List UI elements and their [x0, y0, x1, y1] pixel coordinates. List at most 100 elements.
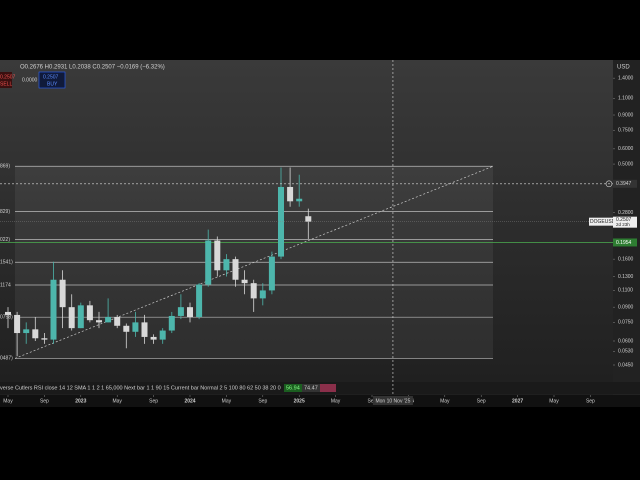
x-tick-label: 2025	[294, 398, 305, 404]
candle-body	[159, 330, 166, 340]
x-tick-label: 2023	[75, 398, 86, 404]
crosshair-add	[605, 180, 613, 188]
y-tick-label: 0.6000	[618, 146, 634, 152]
x-tick-label: 2024	[184, 398, 195, 404]
x-tick-label: Sep	[258, 398, 267, 404]
y-tick-label: 0.1100	[618, 288, 633, 294]
symbol-box	[589, 217, 613, 226]
candle-body	[96, 320, 102, 323]
ind-box-3	[320, 384, 336, 392]
y-tick-label: 1.4000	[618, 75, 634, 81]
candle-body	[187, 307, 193, 317]
y-tick-label: 0.0600	[618, 338, 634, 344]
x-tick-label: May	[549, 398, 559, 404]
last-price: 0.2507	[616, 217, 632, 223]
candle-body	[41, 338, 48, 340]
green-box	[613, 238, 637, 247]
candle-body	[77, 305, 84, 329]
candle-body	[50, 279, 57, 340]
ind-box-2	[302, 384, 320, 392]
ohlc: O0.2676 H0.2931 L0.2038 C0.2507 −0.0169 …	[20, 65, 165, 71]
candle-body	[114, 316, 121, 326]
candle-body	[232, 259, 239, 280]
ind-box-1	[284, 384, 302, 392]
candle-body	[105, 316, 112, 323]
plot: 869) 829) 022) 1541) 1174 0798) 0487) 0.1954 1.4…	[0, 60, 637, 405]
x-tick-label: Sep	[586, 398, 595, 404]
candle-body	[132, 322, 139, 332]
sell-price: 0.2507	[0, 74, 16, 80]
candle-body	[23, 329, 30, 334]
candle-body	[250, 283, 257, 299]
trend-line	[14, 165, 494, 359]
x-tick-label: Sep	[40, 398, 49, 404]
x-tick-label: Sep	[477, 398, 486, 404]
ind-v2: 74.47	[304, 385, 318, 391]
x-tick-label: May	[112, 398, 122, 404]
x-tick-label: May	[331, 398, 341, 404]
candle-body	[86, 305, 93, 321]
y-tick-label: 0.0900	[618, 304, 634, 310]
buy: BUY	[47, 81, 58, 87]
candle-body	[32, 329, 39, 339]
fib-label: 022)	[0, 237, 10, 243]
y-tick-label: 0.9000	[618, 112, 634, 118]
symbol: DOGEUSD	[590, 219, 616, 225]
candle-body	[214, 240, 221, 271]
candle-body	[268, 256, 275, 291]
x-tick-label: May	[3, 398, 13, 404]
x-tick-label: May	[440, 398, 450, 404]
candle-body	[14, 314, 21, 334]
candle-body	[287, 186, 294, 202]
candle-body	[196, 284, 203, 317]
time-axis-bg	[0, 395, 640, 407]
candle-body	[68, 307, 75, 329]
candle-body	[177, 307, 184, 316]
y-tick-label: 0.0750	[618, 320, 634, 326]
buy-box	[38, 71, 66, 89]
currency: USD	[617, 65, 630, 71]
crosshair-date: Mon 10 Nov '25	[375, 398, 410, 404]
spread: 0.0000	[22, 77, 38, 83]
y-tick-label: 0.5000	[618, 161, 634, 167]
candle-body	[223, 259, 230, 271]
chart-bg	[0, 60, 640, 407]
x-tick-label: Sep	[149, 398, 158, 404]
candle-body	[141, 322, 148, 337]
y-tick-label: 0.2800	[618, 210, 634, 216]
candle-body	[123, 325, 130, 332]
y-tick-label: 0.1300	[618, 274, 634, 280]
candle-body	[168, 315, 175, 331]
fib-label: 1541)	[0, 260, 13, 266]
candle-body	[205, 240, 212, 285]
crosshair-price: 0.3947	[616, 181, 632, 187]
y-tick-label: 1.1000	[618, 96, 634, 102]
candle-body	[305, 216, 312, 222]
buy-price: 0.2507	[43, 74, 59, 80]
ind-v1: 56.94	[286, 385, 300, 391]
sell: SELL	[0, 81, 12, 87]
candle-body	[259, 290, 266, 299]
crosshair-price-box	[613, 179, 637, 188]
y-tick-label: 0.7500	[618, 128, 634, 134]
fib-label: 1174	[0, 282, 11, 288]
x-tick-label: May	[222, 398, 232, 404]
indicator-text: verse Cutlers RSI close 14 12 SMA 1 1 2 …	[0, 385, 281, 391]
y-tick-label: 0.0530	[618, 349, 634, 355]
crosshair-date-box	[372, 396, 413, 405]
candle-body	[5, 311, 11, 315]
candle-body	[296, 198, 303, 202]
countdown: 2d 23h	[616, 222, 630, 227]
last-price-box	[613, 216, 637, 228]
green-price: 0.1954	[616, 240, 632, 246]
candle-body	[59, 279, 66, 308]
x-tick-label: Sep	[368, 398, 377, 404]
fib-label: 0798)	[0, 315, 13, 321]
candle-body	[150, 336, 157, 340]
fib-label: 869)	[0, 164, 10, 170]
fib-label: 829)	[0, 209, 10, 215]
candle-body	[241, 279, 248, 284]
y-tick-label: 0.1600	[618, 256, 634, 262]
